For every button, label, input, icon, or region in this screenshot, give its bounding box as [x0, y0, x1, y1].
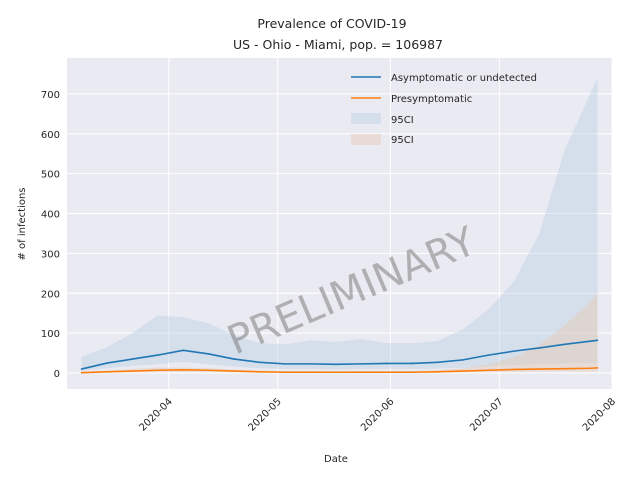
series-lines	[80, 339, 599, 374]
data-point	[487, 354, 490, 356]
y-tick-label: 300	[41, 249, 60, 260]
data-point	[233, 358, 235, 360]
data-point	[487, 369, 490, 372]
data-point	[207, 369, 210, 372]
legend-swatch-ci-orange	[351, 134, 381, 145]
y-tick-label: 400	[41, 210, 60, 221]
x-tick-labels: 2020-04 2020-05 2020-06 2020-07 2020-08	[138, 396, 619, 433]
y-tick-label: 700	[41, 90, 60, 101]
legend-label-ci-orange: 95CI	[391, 135, 414, 146]
chart-subtitle: US - Ohio - Miami, pop. = 106987	[233, 37, 443, 52]
data-point	[131, 358, 134, 360]
data-point	[284, 363, 286, 365]
confidence-bands	[81, 77, 598, 374]
data-point	[106, 371, 108, 373]
series-line-0	[81, 339, 598, 370]
data-point	[436, 361, 439, 364]
data-point	[233, 370, 235, 372]
data-point	[309, 371, 312, 374]
x-tick-label: 2020-08	[581, 396, 618, 433]
y-tick-label: 0	[54, 369, 60, 380]
legend-swatch-ci-blue	[351, 113, 381, 124]
data-point	[360, 371, 363, 374]
y-tick-labels: 0 100 200 300 400 500 600 700	[41, 90, 60, 380]
chart-title: Prevalence of COVID-19	[257, 16, 406, 31]
y-tick-label: 200	[41, 289, 60, 300]
x-tick-label: 2020-06	[359, 396, 396, 433]
y-axis-label: # of infections	[17, 187, 28, 260]
data-point	[335, 371, 337, 374]
data-point	[411, 371, 413, 374]
legend-label-asymptomatic: Asymptomatic or undetected	[391, 73, 537, 84]
data-point	[284, 371, 286, 374]
ci-band-1	[81, 293, 598, 374]
ci-band-0	[81, 77, 598, 372]
data-point	[207, 353, 210, 355]
data-point	[538, 368, 541, 370]
data-point	[596, 367, 599, 369]
legend-label-presymptomatic: Presymptomatic	[391, 94, 472, 105]
x-tick-label: 2020-04	[138, 396, 175, 433]
data-point	[157, 369, 159, 372]
data-point	[513, 368, 515, 371]
data-point	[462, 359, 464, 361]
data-point	[596, 339, 599, 342]
data-point	[411, 362, 413, 365]
data-point	[80, 371, 83, 374]
data-point	[335, 363, 337, 366]
series-line-1	[81, 367, 598, 374]
plot-background	[67, 58, 612, 389]
data-point	[589, 340, 591, 342]
data-point	[436, 371, 439, 373]
data-point	[589, 367, 591, 370]
data-point	[563, 367, 566, 370]
y-tick-label: 100	[41, 329, 60, 340]
data-point	[131, 370, 134, 372]
data-point	[563, 343, 566, 346]
data-point	[513, 350, 515, 352]
x-axis-label: Date	[324, 454, 348, 465]
data-point	[258, 361, 261, 364]
x-tick-label: 2020-07	[468, 396, 505, 433]
data-point	[258, 371, 261, 373]
data-point	[538, 347, 541, 349]
grid	[67, 58, 613, 389]
data-point	[80, 368, 83, 370]
data-point	[106, 362, 108, 364]
data-point	[309, 363, 312, 365]
data-point	[182, 369, 185, 371]
legend-label-ci-blue: 95CI	[391, 115, 414, 126]
data-point	[385, 371, 388, 374]
data-point	[157, 354, 159, 356]
legend: Asymptomatic or undetected Presymptomati…	[351, 73, 537, 146]
y-tick-label: 500	[41, 170, 60, 181]
data-point	[385, 362, 388, 365]
data-point	[182, 349, 185, 352]
x-tick-label: 2020-05	[247, 396, 284, 433]
data-point	[462, 370, 464, 372]
data-point	[360, 363, 363, 365]
y-tick-label: 600	[41, 130, 60, 141]
